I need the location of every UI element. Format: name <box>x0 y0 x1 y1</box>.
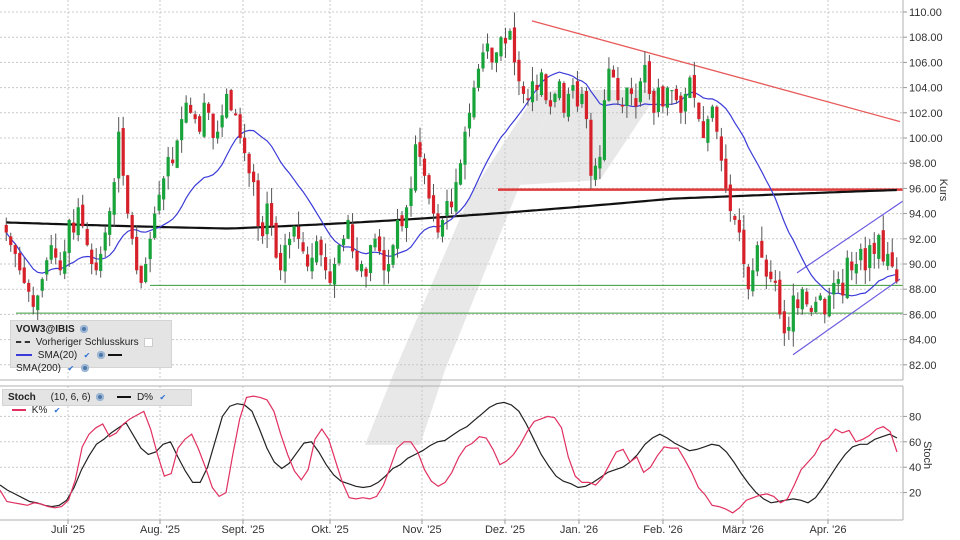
svg-text:104.00: 104.00 <box>909 83 943 95</box>
svg-text:84.00: 84.00 <box>909 335 937 347</box>
legend-title-row: VOW3@IBIS <box>16 323 166 336</box>
d-swatch-icon <box>117 396 132 399</box>
svg-text:102.00: 102.00 <box>909 108 943 120</box>
svg-text:Apr. '26: Apr. '26 <box>810 524 847 536</box>
svg-text:98.00: 98.00 <box>909 158 937 170</box>
svg-text:Juli '25: Juli '25 <box>51 524 85 536</box>
svg-text:100.00: 100.00 <box>909 133 943 145</box>
svg-text:90.00: 90.00 <box>909 259 937 271</box>
svg-text:Jan. '26: Jan. '26 <box>560 524 598 536</box>
main-legend: VOW3@IBIS Vorheriger Schlusskurs SMA(20)… <box>10 320 172 374</box>
stoch-params: (10, 6, 6) <box>50 392 91 403</box>
settings-gear-icon[interactable] <box>80 325 89 334</box>
svg-text:82.00: 82.00 <box>909 360 937 372</box>
main-y-axis-title: Kurs <box>937 179 949 202</box>
trendline-annotations[interactable] <box>16 20 904 356</box>
svg-text:106.00: 106.00 <box>909 57 943 69</box>
stoch-settings-icon[interactable] <box>96 393 105 402</box>
svg-text:Feb. '26: Feb. '26 <box>643 524 682 536</box>
svg-text:März '26: März '26 <box>722 524 764 536</box>
svg-text:94.00: 94.00 <box>909 209 937 221</box>
svg-text:96.00: 96.00 <box>909 183 937 195</box>
k-checkbox-icon[interactable]: ✔ <box>53 406 61 415</box>
svg-text:Dez. '25: Dez. '25 <box>485 524 525 536</box>
svg-text:Aug. '25: Aug. '25 <box>140 524 180 536</box>
sma200-settings-icon[interactable] <box>80 364 89 373</box>
k-swatch-icon <box>12 409 26 412</box>
sma20-checkbox-icon[interactable]: ✔ <box>83 351 91 360</box>
svg-text:110.00: 110.00 <box>909 7 942 19</box>
prev-close-toggle[interactable] <box>144 337 154 347</box>
svg-text:60: 60 <box>909 437 921 449</box>
svg-text:92.00: 92.00 <box>909 234 937 246</box>
instrument-label: VOW3@IBIS <box>16 324 75 335</box>
legend-prev-close-row: Vorheriger Schlusskurs <box>16 336 166 349</box>
axes <box>0 0 904 521</box>
stoch-grid <box>0 386 903 520</box>
prev-close-label: Vorheriger Schlusskurs <box>35 337 139 348</box>
svg-text:Sept. '25: Sept. '25 <box>221 524 264 536</box>
candlestick-series <box>4 12 899 347</box>
d-checkbox-icon[interactable]: ✔ <box>159 393 167 402</box>
stoch-y-axis-title: Stoch <box>921 441 933 469</box>
main-y-axis-ticks: 110.00 108.00 106.00 104.00 102.00 100.00 98.0… <box>903 7 943 372</box>
stoch-lines <box>0 395 898 514</box>
d-label: D% <box>136 392 154 403</box>
svg-text:Nov. '25: Nov. '25 <box>402 524 441 536</box>
svg-text:108.00: 108.00 <box>909 32 943 44</box>
svg-text:80: 80 <box>909 411 921 423</box>
legend-sma-row: SMA(20) ✔ SMA(200) ✔ <box>16 349 166 375</box>
svg-text:20: 20 <box>909 488 921 500</box>
sma20-settings-icon[interactable] <box>96 351 105 360</box>
sma20-label: SMA(20) <box>37 350 78 361</box>
stoch-title: Stoch <box>8 392 36 403</box>
dashed-line-swatch-icon <box>16 341 30 344</box>
svg-text:Okt. '25: Okt. '25 <box>311 524 349 536</box>
svg-text:86.00: 86.00 <box>909 309 937 321</box>
sma200-checkbox-icon[interactable]: ✔ <box>67 364 75 373</box>
svg-text:88.00: 88.00 <box>909 284 937 296</box>
stoch-legend: Stoch (10, 6, 6) D% ✔ K% ✔ <box>2 389 192 416</box>
svg-text:40: 40 <box>909 462 921 474</box>
k-label: K% <box>31 405 48 416</box>
sma200-label: SMA(200) <box>16 363 62 374</box>
x-axis-ticks: Juli '25 Aug. '25 Sept. '25 Okt. '25 Nov. '2… <box>51 520 846 536</box>
sma200-swatch-icon <box>107 354 122 357</box>
stoch-y-axis-ticks: 80 60 40 20 <box>903 411 921 500</box>
sma20-swatch-icon <box>16 354 32 357</box>
